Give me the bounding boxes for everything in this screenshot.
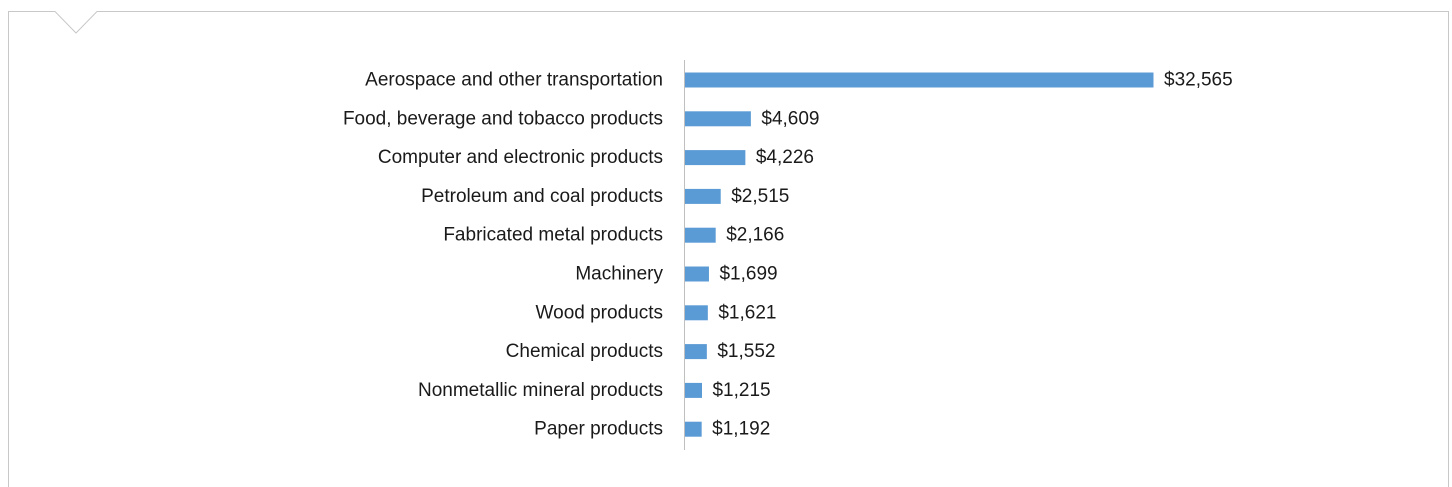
bar [684, 305, 708, 321]
category-label: Computer and electronic products [378, 147, 663, 168]
category-labels: Aerospace and other transportation Food, … [343, 70, 664, 440]
value-label: $1,699 [719, 264, 777, 285]
bar [684, 227, 716, 243]
value-label: $2,515 [731, 186, 789, 207]
bar [684, 111, 751, 127]
value-label: $1,552 [717, 341, 775, 362]
value-label: $1,215 [712, 380, 770, 401]
panel-frame [8, 11, 1449, 487]
value-label: $1,621 [718, 302, 776, 323]
value-label: $2,166 [726, 225, 784, 246]
category-label: Petroleum and coal products [421, 186, 663, 207]
bar [684, 421, 702, 437]
value-label: $1,192 [712, 419, 770, 440]
bar [684, 344, 707, 360]
bar [684, 72, 1154, 88]
value-label: $4,226 [756, 147, 814, 168]
category-label: Aerospace and other transportation [365, 70, 663, 91]
value-label: $4,609 [761, 108, 819, 129]
category-label: Wood products [536, 302, 663, 323]
category-label: Chemical products [506, 341, 663, 362]
bar [684, 150, 746, 166]
bar [684, 188, 721, 204]
category-label: Paper products [534, 419, 663, 440]
category-label: Nonmetallic mineral products [418, 380, 663, 401]
value-label: $32,565 [1164, 70, 1233, 91]
bar [684, 382, 702, 398]
category-label: Machinery [575, 264, 663, 285]
bars-group [684, 72, 1154, 437]
bar [684, 266, 709, 282]
value-labels: $32,565 $4,609 $4,226 $2,515 $2,166 $1,699 $1,… [712, 70, 1233, 440]
category-label: Fabricated metal products [443, 225, 663, 246]
category-label: Food, beverage and tobacco products [343, 108, 663, 129]
